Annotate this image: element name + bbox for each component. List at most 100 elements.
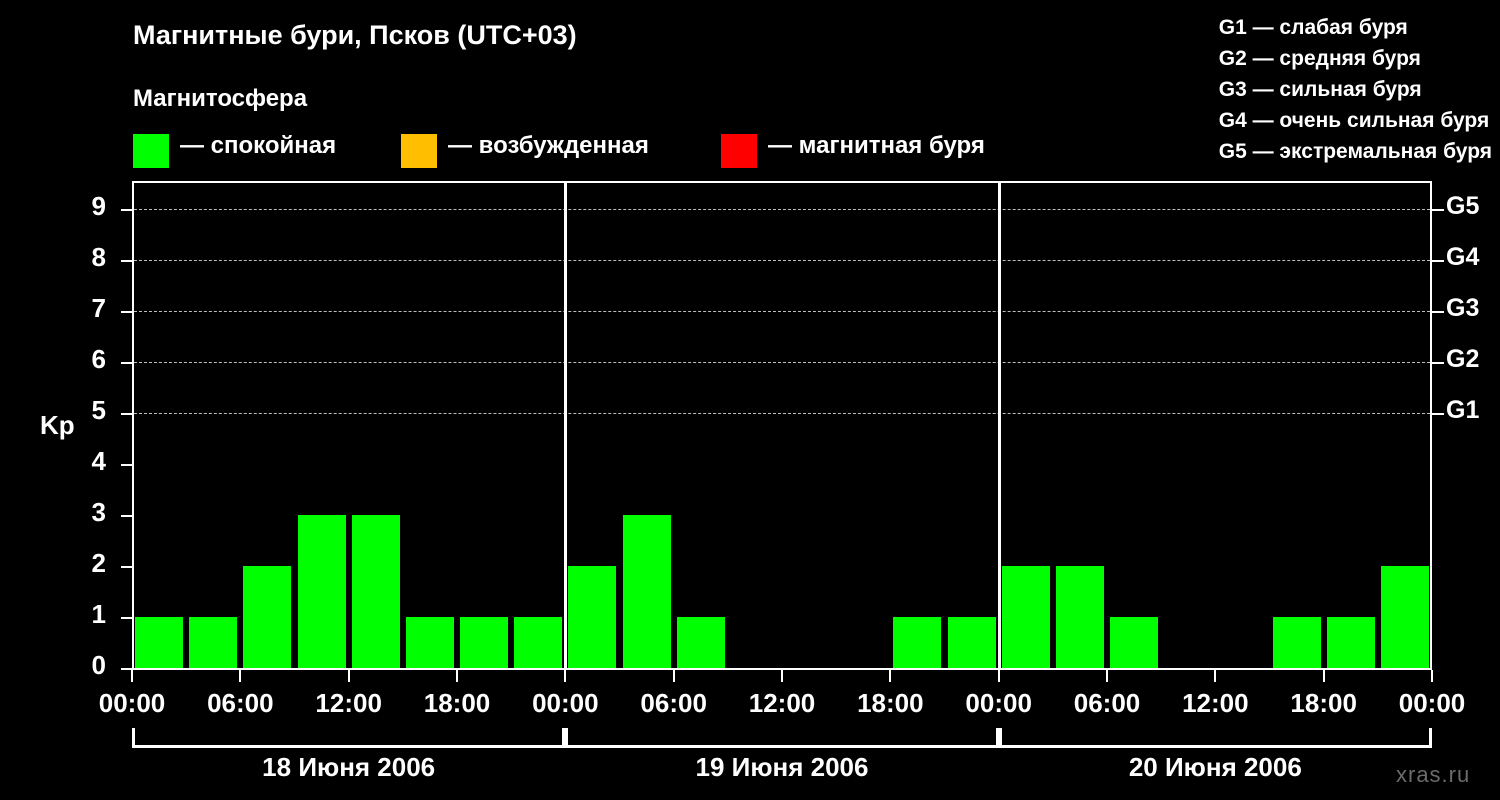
y-axis-tick-label-6: 6	[91, 344, 106, 375]
x-axis-tick-mark-3	[456, 670, 458, 682]
y-axis-tick-mark-3	[121, 515, 132, 518]
x-axis-tick-mark-12	[1431, 670, 1433, 682]
gridline-kp-8	[134, 260, 1430, 262]
bar	[297, 515, 346, 668]
x-axis-tick-mark-1	[239, 670, 242, 682]
y-axis-tick-label-8: 8	[91, 242, 106, 273]
gridline-kp-6	[134, 362, 1430, 364]
legend-label-quiet: — спокойная	[180, 132, 337, 159]
y-axis-tick-label-4: 4	[91, 446, 106, 477]
bar	[405, 617, 454, 668]
gscale-legend-line-3: G3 — сильная буря	[1218, 78, 1422, 101]
bar	[1001, 566, 1050, 668]
magnetosphere-heading: Магнитосфера	[133, 85, 308, 112]
gridline-kp-5	[134, 413, 1430, 415]
right-axis-tick-mark-G3	[1432, 311, 1444, 314]
x-axis-tick-label-6: 12:00	[748, 688, 816, 718]
legend-label-unsettled: — возбужденная	[448, 132, 649, 159]
y-axis-tick-label-0: 0	[91, 650, 106, 680]
right-axis-label-G3: G3	[1446, 294, 1480, 323]
right-axis-tick-mark-G2	[1432, 362, 1444, 365]
bar	[568, 566, 617, 668]
y-axis-tick-mark-7	[121, 311, 132, 314]
legend-swatch-unsettled-icon	[401, 134, 437, 168]
bar	[893, 617, 942, 668]
x-axis-tick-label-1: 06:00	[207, 688, 274, 718]
x-axis-tick-label-0: 00:00	[98, 688, 166, 718]
bar	[947, 617, 996, 668]
x-axis-tick-label-4: 00:00	[532, 688, 599, 718]
y-axis-tick-mark-5	[121, 413, 132, 416]
page-title: Магнитные бури, Псков (UTC+03)	[133, 20, 577, 50]
y-axis-tick-mark-2	[121, 566, 132, 569]
g-scale-legend: G1 — слабая буря G2 — средняя буря G3 — си…	[1219, 12, 1492, 167]
legend-swatch-storm-icon	[721, 134, 757, 168]
x-axis-tick-mark-0	[131, 670, 133, 682]
date-bracket-1	[132, 728, 566, 748]
bar	[189, 617, 238, 668]
right-axis-label-G1: G1	[1446, 396, 1480, 425]
bar	[460, 617, 509, 668]
gscale-legend-line-1: G1 — слабая буря	[1218, 16, 1408, 39]
x-axis-tick-mark-2	[347, 670, 350, 682]
date-bracket-3	[998, 728, 1432, 748]
y-axis-tick-label-3: 3	[91, 497, 106, 528]
bar	[514, 617, 563, 668]
gscale-legend-line-2: G2 — средняя буря	[1218, 47, 1421, 70]
gridline-kp-7	[134, 311, 1430, 313]
x-axis-tick-label-8: 00:00	[965, 688, 1032, 718]
x-axis-tick-label-10: 12:00	[1182, 688, 1249, 718]
y-axis-tick-mark-6	[121, 362, 132, 365]
x-axis-tick-mark-5	[672, 670, 675, 682]
right-axis-label-G5: G5	[1446, 192, 1480, 221]
bar	[243, 566, 292, 668]
y-axis-tick-label-1: 1	[91, 599, 106, 630]
x-axis-tick-mark-8	[997, 670, 1000, 682]
bar	[1055, 566, 1104, 668]
y-axis-tick-label-7: 7	[91, 293, 106, 324]
x-axis-tick-mark-9	[1106, 670, 1108, 682]
bar	[1272, 617, 1321, 668]
bar	[135, 617, 184, 668]
y-axis-title: Kp	[40, 410, 75, 440]
x-axis-tick-mark-11	[1322, 670, 1325, 682]
bar	[351, 515, 400, 668]
x-axis-tick-label-2: 12:00	[315, 688, 382, 718]
watermark: xras.ru	[1396, 762, 1471, 787]
bar	[622, 515, 671, 668]
gscale-legend-line-5: G5 — экстремальная буря	[1218, 140, 1492, 163]
x-axis-tick-mark-10	[1214, 670, 1217, 682]
legend-swatch-quiet-icon	[133, 134, 169, 168]
y-axis-tick-mark-9	[121, 209, 132, 212]
x-axis-tick-label-3: 18:00	[423, 688, 491, 718]
right-axis-tick-mark-G5	[1432, 209, 1444, 212]
y-axis-tick-mark-1	[121, 617, 132, 620]
legend-label-storm: — магнитная буря	[768, 132, 985, 159]
x-axis-tick-mark-7	[889, 670, 892, 682]
date-label-2: 19 Июня 2006	[695, 752, 869, 782]
bar	[1380, 566, 1429, 668]
y-axis-tick-label-5: 5	[91, 395, 106, 426]
right-axis-tick-mark-G1	[1432, 413, 1444, 416]
y-axis-tick-mark-0	[121, 668, 132, 670]
x-axis-tick-label-9: 06:00	[1073, 688, 1141, 718]
x-axis-tick-mark-4	[564, 670, 567, 682]
chart-plot-inner	[134, 183, 1430, 668]
gscale-legend-line-4: G4 — очень сильная буря	[1218, 109, 1490, 132]
x-axis-tick-mark-6	[781, 670, 783, 682]
x-axis-tick-label-12: 00:00	[1398, 688, 1466, 718]
right-axis-label-G4: G4	[1446, 243, 1480, 272]
gridline-kp-9	[134, 209, 1430, 211]
bar	[676, 617, 725, 668]
day-separator-2	[997, 183, 1001, 668]
x-axis-tick-label-11: 18:00	[1290, 688, 1357, 718]
right-axis-tick-mark-G4	[1432, 260, 1444, 263]
y-axis-tick-mark-4	[121, 464, 132, 467]
x-axis-tick-label-5: 06:00	[640, 688, 707, 718]
date-bracket-2	[565, 728, 999, 748]
chart-plot-area	[132, 181, 1432, 670]
bar	[1110, 617, 1159, 668]
day-separator-1	[564, 183, 568, 668]
y-axis-tick-label-9: 9	[91, 191, 106, 222]
date-label-3: 20 Июня 2006	[1128, 752, 1302, 782]
